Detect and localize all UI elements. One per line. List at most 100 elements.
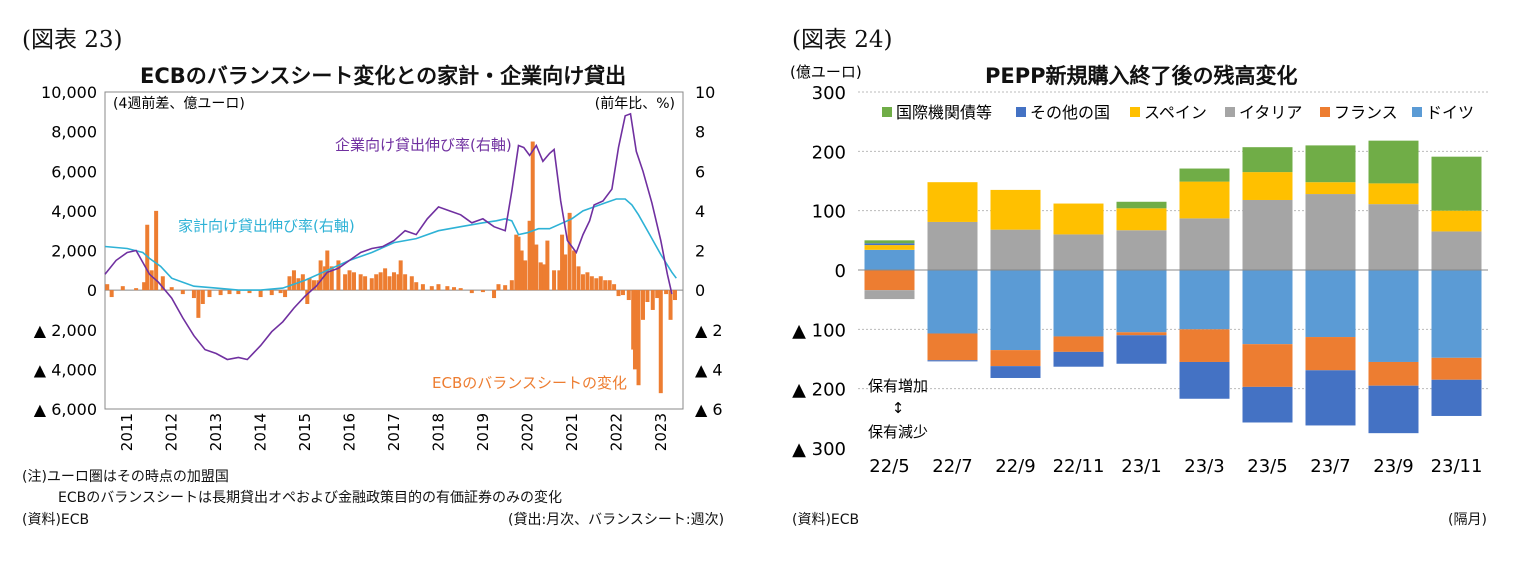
balance-sheet-bar xyxy=(180,290,185,295)
stacked-bar-segment xyxy=(864,243,915,246)
x-tick-label: 2023 xyxy=(652,413,670,451)
balance-sheet-bar xyxy=(445,286,450,291)
stacked-bar-segment xyxy=(1305,337,1356,371)
balance-sheet-bar xyxy=(640,290,645,320)
stacked-bar-segment xyxy=(1116,201,1167,209)
balance-sheet-bar xyxy=(351,272,356,291)
balance-sheet-bar xyxy=(567,212,572,291)
y-left-tick-label: 6,000 xyxy=(51,162,97,181)
balance-sheet-bar xyxy=(429,286,434,291)
y-right-tick-label: 0 xyxy=(695,281,705,300)
stacked-bar-segment xyxy=(1179,270,1230,330)
y-left-tick-label: 2,000 xyxy=(51,242,97,261)
y-tick-label: ▲ 300 xyxy=(792,439,846,460)
balance-sheet-bar xyxy=(311,280,316,291)
left-frequency-note: (貸出:月次、バランスシート:週次) xyxy=(508,512,725,528)
stacked-bar-segment xyxy=(1305,182,1356,195)
stacked-bar-segment xyxy=(1368,183,1419,205)
stacked-bar-segment xyxy=(1431,379,1482,416)
balance-sheet-bar xyxy=(120,286,125,291)
y-right-tick-label: 10 xyxy=(695,83,715,102)
stacked-bar-segment xyxy=(927,221,978,270)
balance-sheet-bar xyxy=(358,274,363,291)
x-tick-label: 2016 xyxy=(341,413,359,451)
stacked-bar-segment xyxy=(1242,386,1293,423)
left-note-line1: (注)ユーロ圏はその時点の加盟国 xyxy=(22,469,229,485)
stacked-bar-segment xyxy=(1179,168,1230,182)
x-tick-label: 2015 xyxy=(296,413,314,451)
balance-sheet-bar xyxy=(480,290,485,293)
balance-sheet-bar xyxy=(603,280,608,291)
stacked-bar-segment xyxy=(864,240,915,244)
balance-sheet-bar xyxy=(530,141,535,291)
stacked-bar-segment xyxy=(1116,208,1167,231)
stacked-bar-segment xyxy=(1431,156,1482,211)
stacked-bar-segment xyxy=(990,189,1041,230)
right-interval-note: (隔月) xyxy=(1448,512,1487,528)
legend-swatch xyxy=(1412,107,1422,117)
balance-sheet-bar xyxy=(134,288,139,291)
stacked-bar-segment xyxy=(1305,270,1356,338)
stacked-bar-segment xyxy=(1305,194,1356,270)
y-tick-label: ▲ 100 xyxy=(792,320,846,341)
y-tick-label: 0 xyxy=(835,261,846,282)
stacked-bar-segment xyxy=(864,290,915,300)
stacked-bar-segment xyxy=(1053,203,1104,235)
x-tick-label: 23/7 xyxy=(1310,456,1350,477)
balance-sheet-bar xyxy=(503,285,508,291)
balance-sheet-bar xyxy=(545,240,550,291)
stacked-bar-segment xyxy=(864,249,915,270)
y-left-tick-label: ▲ 6,000 xyxy=(34,400,97,419)
balance-sheet-bar xyxy=(236,290,241,295)
chart-title-left: ECBのバランスシート変化との家計・企業向け貸出 xyxy=(140,64,627,88)
balance-sheet-bar xyxy=(560,234,565,291)
balance-sheet-bar xyxy=(191,290,196,299)
balance-sheet-bar xyxy=(655,290,660,299)
balance-sheet-bar xyxy=(589,276,594,291)
balance-sheet-bar xyxy=(200,290,205,304)
balance-sheet-bar xyxy=(347,270,352,291)
x-tick-label: 23/9 xyxy=(1373,456,1413,477)
y-unit: (億ユーロ) xyxy=(790,63,862,81)
y-right-tick-label: 6 xyxy=(695,162,705,181)
stacked-bar-segment xyxy=(864,270,915,291)
balance-sheet-bar xyxy=(542,264,547,291)
corporate-lending-label: 企業向け貸出伸び率(右軸) xyxy=(335,136,512,154)
stacked-bar-segment xyxy=(990,366,1041,378)
pepp-stacked-bar-chart: (億ユーロ) 300 200 100 0 ▲ 100 ▲ 200 ▲ 300 22/5 22/7 2… xyxy=(790,63,1488,477)
balance-sheet-bar xyxy=(398,260,403,291)
figure-label-left: (図表 23) xyxy=(22,27,123,53)
stacked-bar-segment xyxy=(1431,357,1482,380)
chart-title-right: PEPP新規購入終了後の残高変化 xyxy=(985,64,1298,88)
balance-sheet-label: ECBのバランスシートの変化 xyxy=(432,374,627,392)
balance-sheet-bar xyxy=(329,266,334,291)
legend-label: 国際機関債等 xyxy=(896,103,992,122)
stacked-bar-segment xyxy=(927,182,978,222)
balance-sheet-bar xyxy=(636,290,641,386)
balance-sheet-bar xyxy=(109,290,114,298)
y-left-tick-label: 0 xyxy=(87,281,97,300)
x-tick-label: 22/7 xyxy=(932,456,972,477)
balance-sheet-bar xyxy=(492,290,497,299)
balance-sheet-bar xyxy=(403,274,408,291)
balance-sheet-bar xyxy=(149,270,154,291)
x-tick-label: 2018 xyxy=(429,413,447,451)
balance-sheet-bar xyxy=(305,290,310,304)
y-right-unit: (前年比、%) xyxy=(595,95,675,112)
balance-sheet-bar xyxy=(645,290,650,303)
x-tick-label: 23/11 xyxy=(1431,456,1483,477)
balance-sheet-bar xyxy=(291,270,296,291)
stacked-bar-segment xyxy=(1179,218,1230,270)
balance-sheet-bar xyxy=(343,274,348,291)
y-left-tick-label: ▲ 4,000 xyxy=(34,360,97,379)
stacked-bar-segment xyxy=(1368,385,1419,434)
x-tick-label: 2021 xyxy=(563,413,581,451)
balance-sheet-bar xyxy=(650,290,655,310)
balance-sheet-bar xyxy=(534,244,539,291)
y-left-tick-label: 8,000 xyxy=(51,123,97,142)
balance-sheet-bar xyxy=(196,290,201,318)
legend-swatch xyxy=(1130,107,1140,117)
stacked-bar-segment xyxy=(1242,199,1293,270)
balance-sheet-bar xyxy=(287,276,292,291)
x-tick-label: 22/11 xyxy=(1053,456,1105,477)
